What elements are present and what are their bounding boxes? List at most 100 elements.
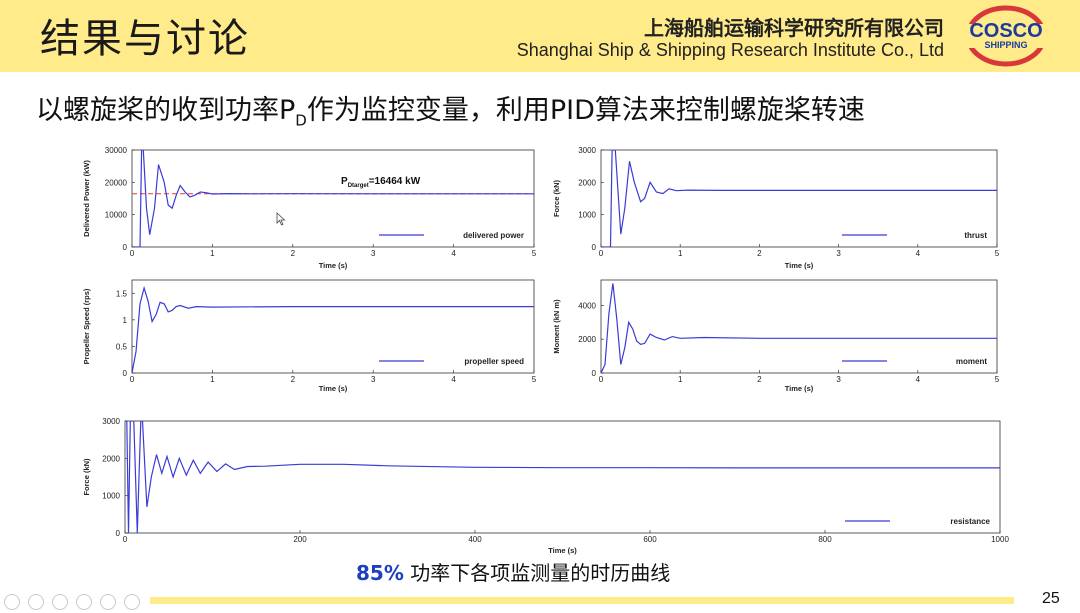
y-axis-label: Propeller Speed (rps) (82, 288, 91, 364)
logo-text-shipping: SHIPPING (984, 40, 1027, 50)
y-tick-label: 0 (592, 243, 597, 252)
chart-svg: 0 1 2 3 4 5 0 10000 20000 30000 Time (s) Delivered … (82, 146, 537, 270)
y-axis-label: Moment (kN m) (552, 299, 561, 354)
slideshow-toolbar (0, 592, 160, 612)
x-tick-label: 3 (836, 249, 841, 258)
x-tick-label: 2 (757, 249, 762, 258)
x-tick-label: 3 (836, 375, 841, 384)
x-tick-label: 200 (293, 535, 307, 544)
x-tick-label: 1 (678, 249, 683, 258)
chart-delivered-power: 0 1 2 3 4 5 0 10000 20000 30000 Time (s) Delivered … (80, 143, 540, 271)
x-tick-label: 0 (123, 535, 128, 544)
figure-caption: 85% 功率下各项监测量的时历曲线 (356, 557, 670, 586)
x-tick-label: 4 (451, 375, 456, 384)
x-axis-label: Time (s) (319, 261, 348, 270)
y-tick-label: 0.5 (116, 342, 128, 351)
x-tick-label: 2 (757, 375, 762, 384)
chart-thrust: 0 1 2 3 4 5 0 1000 2000 3000 Time (s) Force (kN) thr… (550, 143, 1010, 271)
slide-header: 结果与讨论 上海船舶运输科学研究所有限公司 Shanghai Ship & Sh… (0, 0, 1080, 72)
y-axis-label: Delivered Power (kW) (82, 160, 91, 237)
subtitle-pre: 以螺旋桨的收到功率P (36, 95, 296, 126)
x-tick-label: 5 (995, 249, 1000, 258)
chart-svg: 0 200 400 600 800 1000 0 1000 2000 3000 Time (s) Fo… (82, 417, 1009, 555)
y-tick-label: 4000 (578, 301, 596, 310)
y-tick-label: 2000 (102, 454, 120, 463)
footer-bar (150, 597, 1014, 604)
plot-frame (600, 279, 998, 374)
chart-svg: 0 1 2 3 4 5 0 0.5 1 1.5 Time (s) Propeller Speed (r… (82, 279, 537, 393)
y-tick-label: 2000 (578, 178, 596, 187)
x-tick-label: 5 (532, 249, 537, 258)
x-tick-label: 3 (371, 375, 376, 384)
x-tick-label: 400 (468, 535, 482, 544)
x-tick-label: 4 (916, 375, 921, 384)
zoom-icon[interactable] (100, 594, 116, 610)
caption-text: 功率下各项监测量的时历曲线 (403, 561, 671, 585)
y-tick-label: 1 (123, 316, 128, 325)
next-icon[interactable] (28, 594, 44, 610)
org-name-cn: 上海船舶运输科学研究所有限公司 (644, 16, 944, 40)
legend-label: moment (956, 357, 987, 366)
x-tick-label: 1000 (991, 535, 1009, 544)
x-tick-label: 5 (995, 375, 1000, 384)
slide-title: 结果与讨论 (40, 16, 250, 62)
subtitle-post: 作为监控变量，利用PID算法来控制螺旋桨转速 (306, 95, 865, 126)
y-tick-label: 20000 (105, 178, 128, 187)
x-tick-label: 2 (291, 375, 296, 384)
x-tick-label: 800 (818, 535, 832, 544)
caption-percent: 85% (356, 561, 404, 585)
y-tick-label: 1000 (578, 211, 596, 220)
y-axis-label: Force (kN) (552, 179, 561, 217)
target-annotation: PDtarget=16464 kW (341, 176, 421, 189)
y-tick-label: 2000 (578, 335, 596, 344)
x-tick-label: 5 (532, 375, 537, 384)
chart-svg: 0 1 2 3 4 5 0 1000 2000 3000 Time (s) Force (kN) thr… (552, 146, 1000, 270)
series-line-propeller-speed (132, 285, 534, 373)
x-tick-label: 4 (451, 249, 456, 258)
y-tick-label: 0 (592, 369, 597, 378)
chart-propeller-speed: 0 1 2 3 4 5 0 0.5 1 1.5 Time (s) Propeller Speed (r… (80, 276, 540, 394)
plot-frame (600, 149, 998, 248)
y-tick-label: 0 (116, 529, 121, 538)
mouse-cursor-icon (276, 212, 286, 226)
x-tick-label: 600 (643, 535, 657, 544)
x-tick-label: 1 (210, 375, 215, 384)
x-tick-label: 0 (130, 249, 135, 258)
y-tick-label: 3000 (102, 417, 120, 426)
plot-frame (131, 279, 535, 374)
series-line-resistance (125, 421, 1000, 533)
chart-resistance: 0 200 400 600 800 1000 0 1000 2000 3000 Time (s) Fo… (80, 414, 1020, 556)
x-axis-label: Time (s) (785, 384, 814, 393)
x-tick-label: 2 (291, 249, 296, 258)
legend-label: thrust (964, 231, 987, 240)
pen-icon[interactable] (52, 594, 68, 610)
y-tick-label: 1000 (102, 492, 120, 501)
y-tick-label: 0 (123, 243, 128, 252)
x-tick-label: 0 (599, 375, 604, 384)
x-axis-label: Time (s) (785, 261, 814, 270)
logo-text-cosco: COSCO (969, 20, 1042, 42)
plot-frame (131, 149, 535, 248)
series-line-moment (601, 283, 997, 373)
legend-label: resistance (950, 517, 990, 526)
prev-icon[interactable] (4, 594, 20, 610)
page-number: 25 (1042, 590, 1060, 607)
y-tick-label: 30000 (105, 146, 128, 155)
cosco-logo-icon: COSCO SHIPPING (960, 5, 1052, 67)
y-tick-label: 3000 (578, 146, 596, 155)
plot-frame (124, 420, 1001, 534)
slides-icon[interactable] (76, 594, 92, 610)
series-line-thrust (601, 150, 997, 247)
y-tick-label: 0 (123, 369, 128, 378)
x-tick-label: 1 (210, 249, 215, 258)
x-tick-label: 4 (916, 249, 921, 258)
slide-subtitle: 以螺旋桨的收到功率PD作为监控变量，利用PID算法来控制螺旋桨转速 (36, 88, 865, 129)
x-axis-label: Time (s) (319, 384, 348, 393)
subtitle-sub: D (295, 111, 307, 130)
x-tick-label: 1 (678, 375, 683, 384)
y-tick-label: 10000 (105, 211, 128, 220)
x-tick-label: 0 (599, 249, 604, 258)
chart-svg: 0 1 2 3 4 5 0 2000 4000 Time (s) Moment (kN m) mome… (552, 279, 1000, 393)
more-icon[interactable] (124, 594, 140, 610)
x-axis-label: Time (s) (548, 546, 577, 555)
